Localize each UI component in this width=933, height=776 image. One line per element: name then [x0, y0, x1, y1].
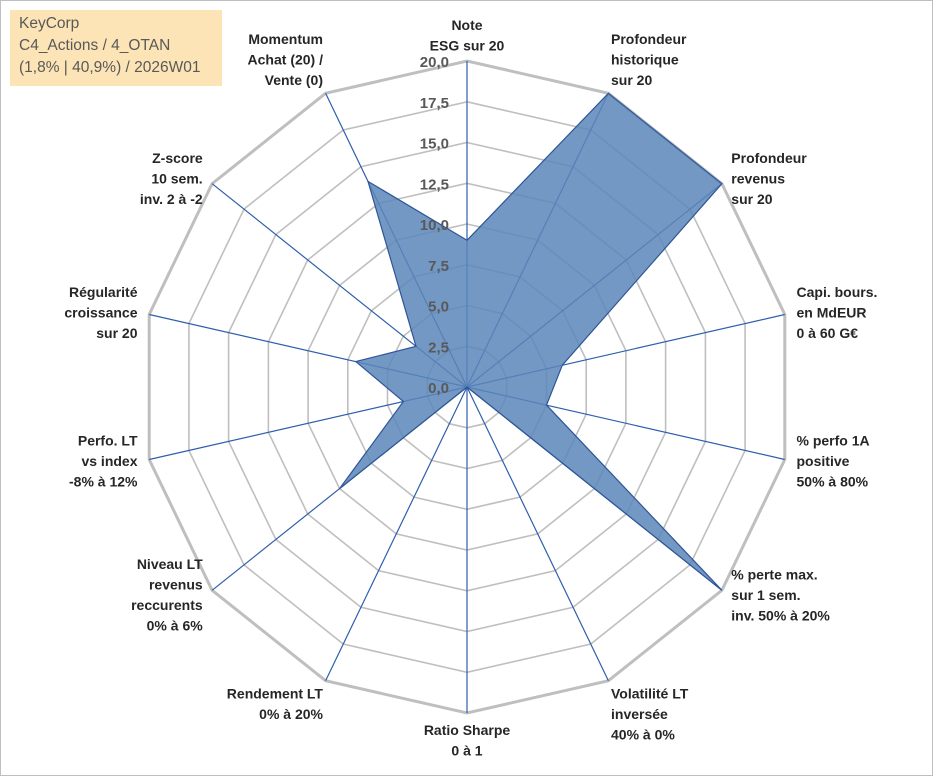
axis-label-line: sur 20	[96, 325, 137, 341]
axis-labels: Note ESG sur 20 Profondeur historique sur 20…	[64, 17, 877, 759]
axis-label-line: Note	[451, 17, 482, 33]
tick-label: 12,5	[420, 176, 449, 193]
radar-series	[339, 92, 723, 591]
axis-label-line: Profondeur	[611, 31, 687, 47]
info-box: KeyCorp C4_Actions / 4_OTAN (1,8% | 40,9…	[10, 10, 222, 86]
axis-label-line: Vente (0)	[265, 72, 323, 88]
spoke-volatilite-lt	[466, 386, 609, 681]
axis-label-rendement-lt: Rendement LT 0% à 20%	[227, 686, 324, 723]
tick-label: 0,0	[428, 380, 449, 397]
axis-label-line: inversée	[611, 706, 668, 722]
axis-label-line: revenus	[731, 171, 785, 187]
axis-label-capi-bours: Capi. bours. en MdEUR 0 à 60 G€	[797, 284, 878, 341]
axis-label-line: Niveau LT	[137, 556, 203, 572]
axis-label-line: sur 1 sem.	[731, 587, 800, 603]
axis-label-z-score: Z-score 10 sem. inv. 2 à -2	[140, 150, 203, 207]
axis-label-line: 0% à 6%	[147, 618, 204, 634]
company-name: KeyCorp	[19, 15, 80, 32]
axis-label-line: historique	[611, 51, 679, 67]
axis-label-line: Z-score	[152, 150, 203, 166]
tick-label: 15,0	[420, 136, 449, 153]
category-label: C4_Actions / 4_OTAN	[19, 37, 171, 54]
tick-label: 7,5	[428, 258, 449, 275]
axis-label-line: Rendement LT	[227, 686, 324, 702]
axis-label-line: ESG sur 20	[430, 38, 505, 54]
axis-label-line: Perfo. LT	[78, 433, 138, 449]
axis-label-line: 0 à 1	[451, 743, 482, 759]
radial-tick-labels: 0,0 2,5 5,0 7,5 10,0 12,5 15,0 17,5 20,0	[420, 54, 449, 397]
axis-label-profondeur-revenus: Profondeur revenus sur 20	[731, 150, 807, 207]
axis-label-line: % perfo 1A	[797, 433, 870, 449]
axis-label-perfo-1a: % perfo 1A positive 50% à 80%	[797, 433, 870, 490]
axis-label-line: sur 20	[731, 191, 772, 207]
axis-label-perte-max: % perte max. sur 1 sem. inv. 50% à 20%	[731, 567, 830, 624]
axis-label-line: croissance	[64, 304, 137, 320]
axis-label-line: Achat (20) /	[248, 51, 324, 67]
axis-label-line: Profondeur	[731, 150, 807, 166]
axis-label-volatilite-lt: Volatilité LT inversée 40% à 0%	[611, 686, 689, 743]
tick-label: 5,0	[428, 299, 449, 316]
tick-label: 20,0	[420, 54, 449, 71]
axis-label-line: en MdEUR	[797, 304, 867, 320]
tick-label: 2,5	[428, 339, 449, 356]
tick-label: 17,5	[420, 95, 449, 112]
axis-label-line: Ratio Sharpe	[424, 722, 511, 738]
axis-label-perfo-lt-index: Perfo. LT vs index -8% à 12%	[69, 433, 138, 490]
axis-label-line: 40% à 0%	[611, 727, 675, 743]
axis-label-line: Momentum	[248, 31, 323, 47]
axis-label-line: Régularité	[69, 284, 138, 300]
axis-label-line: vs index	[81, 453, 137, 469]
axis-label-line: 0 à 60 G€	[797, 325, 859, 341]
axis-label-line: inv. 2 à -2	[140, 191, 203, 207]
axis-label-line: Capi. bours.	[797, 284, 878, 300]
axis-label-line: positive	[797, 453, 850, 469]
tick-label: 10,0	[420, 217, 449, 234]
axis-label-line: 0% à 20%	[259, 706, 323, 722]
axis-label-line: inv. 50% à 20%	[731, 608, 830, 624]
axis-label-line: 10 sem.	[151, 171, 202, 187]
axis-label-line: sur 20	[611, 72, 652, 88]
axis-label-line: Volatilité LT	[611, 686, 689, 702]
axis-label-profondeur-historique: Profondeur historique sur 20	[611, 31, 687, 88]
axis-label-line: % perte max.	[731, 567, 817, 583]
axis-label-regularite-croissance: Régularité croissance sur 20	[64, 284, 137, 341]
axis-label-note-esg: Note ESG sur 20	[430, 17, 505, 54]
spoke-rendement-lt	[325, 386, 468, 681]
axis-label-niveau-lt-revenus: Niveau LT revenus reccurents 0% à 6%	[131, 556, 203, 634]
stats-label: (1,8% | 40,9%) / 2026W01	[19, 59, 201, 76]
axis-label-momentum: Momentum Achat (20) / Vente (0)	[248, 31, 324, 88]
axis-label-line: revenus	[149, 577, 203, 593]
axis-label-line: -8% à 12%	[69, 474, 138, 490]
axis-label-ratio-sharpe: Ratio Sharpe 0 à 1	[424, 722, 511, 759]
axis-label-line: reccurents	[131, 597, 203, 613]
axis-label-line: 50% à 80%	[797, 474, 869, 490]
